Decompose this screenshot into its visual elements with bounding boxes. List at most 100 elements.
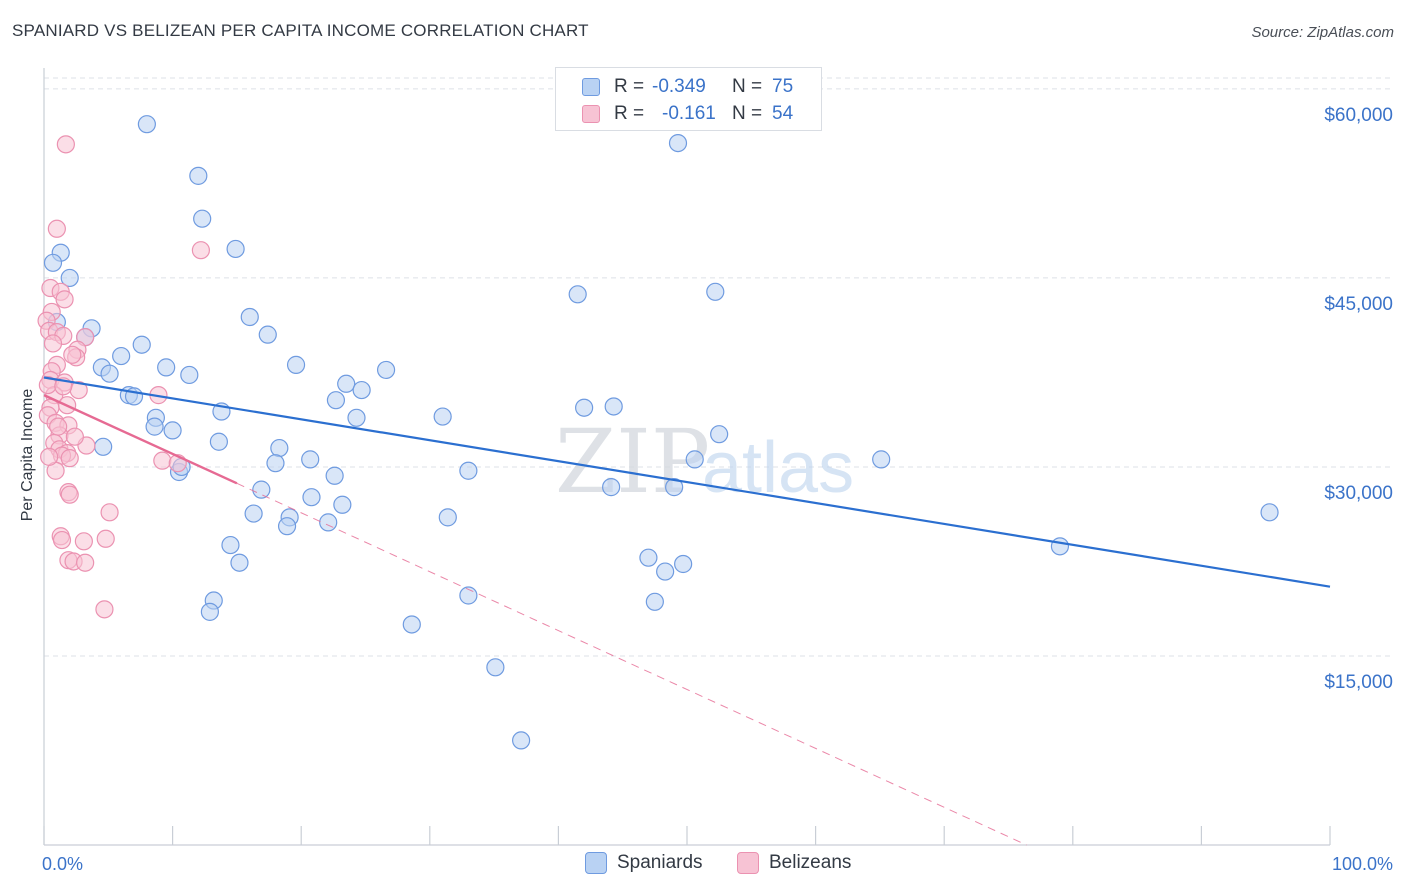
- series-belizeans: [37, 135, 210, 619]
- point-belizean: [65, 427, 84, 446]
- point-spaniard: [1050, 537, 1070, 556]
- point-spaniard: [706, 282, 725, 301]
- point-spaniard: [326, 391, 346, 410]
- point-spaniard: [277, 517, 297, 536]
- point-spaniard: [258, 325, 277, 344]
- point-spaniard: [137, 115, 156, 134]
- trend-line-belizeans-extension: [236, 482, 1027, 846]
- legend-item-spaniards[interactable]: Spaniards: [585, 852, 703, 874]
- y-tick-label: $45,000: [1324, 294, 1393, 315]
- point-belizean: [43, 334, 63, 353]
- point-belizean: [40, 447, 59, 466]
- trend-lines: [43, 376, 1331, 846]
- point-spaniard: [602, 478, 621, 497]
- point-spaniard: [347, 408, 366, 427]
- point-spaniard: [352, 380, 371, 400]
- chart-title: SPANIARD VS BELIZEAN PER CAPITA INCOME C…: [12, 21, 589, 40]
- legend-n-label: N =: [732, 103, 763, 124]
- point-belizean: [49, 417, 68, 436]
- point-spaniard: [200, 602, 219, 621]
- legend-label-spaniards: Spaniards: [617, 852, 703, 873]
- trend-line-belizeans: [43, 394, 238, 485]
- point-spaniard: [112, 346, 131, 366]
- point-belizean: [56, 135, 75, 154]
- point-spaniard: [319, 513, 338, 532]
- legend-item-belizeans[interactable]: Belizeans: [737, 852, 851, 874]
- point-spaniard: [568, 285, 587, 304]
- point-spaniard: [1260, 503, 1279, 522]
- x-tick-label: 0.0%: [42, 854, 83, 874]
- correlation-legend: R = -0.349 N = 75 R = -0.161 N = 54: [555, 67, 822, 131]
- point-spaniard: [685, 450, 704, 469]
- point-spaniard: [376, 360, 396, 380]
- point-spaniard: [656, 562, 675, 581]
- point-spaniard: [230, 553, 249, 572]
- point-spaniard: [286, 355, 306, 374]
- point-spaniard: [402, 615, 421, 634]
- point-spaniard: [221, 535, 240, 555]
- point-spaniard: [226, 239, 245, 259]
- legend-swatch-spaniards: [585, 852, 607, 874]
- series-spaniards: [43, 115, 1279, 750]
- point-spaniard: [301, 450, 320, 469]
- point-spaniard: [163, 421, 182, 440]
- point-spaniard: [433, 407, 452, 426]
- point-spaniard: [145, 417, 164, 436]
- point-spaniard: [710, 425, 729, 444]
- legend-r-label: R =: [614, 76, 645, 97]
- watermark-zip: ZIP: [555, 410, 710, 513]
- point-spaniard: [668, 133, 688, 153]
- point-spaniard: [674, 554, 693, 574]
- source-label: Source: ZipAtlas.com: [1251, 24, 1394, 41]
- point-spaniard: [270, 438, 289, 458]
- point-spaniard: [512, 731, 531, 750]
- legend-row-spaniards: R = -0.349 N = 75: [582, 76, 793, 98]
- point-spaniard: [438, 508, 457, 527]
- point-spaniard: [459, 461, 478, 480]
- legend-label-belizeans: Belizeans: [769, 852, 852, 873]
- point-spaniard: [132, 335, 151, 354]
- point-belizean: [55, 290, 74, 309]
- legend-row-belizeans: R = -0.161 N = 54: [582, 103, 793, 125]
- point-belizean: [191, 241, 210, 260]
- point-belizean: [47, 219, 66, 238]
- point-belizean: [60, 485, 79, 504]
- point-spaniard: [333, 495, 352, 514]
- point-spaniard: [604, 397, 623, 416]
- legend-swatch-spaniards: [582, 78, 600, 96]
- legend-r-value: -0.349: [652, 76, 706, 97]
- point-spaniard: [94, 437, 113, 456]
- legend-n-value: 75: [772, 76, 794, 97]
- legend-swatch-belizeans: [582, 105, 600, 123]
- point-spaniard: [872, 450, 891, 469]
- trend-line-spaniards: [43, 376, 1331, 588]
- legend-n-label: N =: [732, 76, 763, 97]
- tick-labels: $15,000 $30,000 $45,000 $60,000 0.0% 100.0%: [42, 105, 1393, 874]
- point-spaniard: [645, 592, 664, 611]
- watermark-atlas: atlas: [702, 428, 854, 508]
- legend-r-value: -0.161: [662, 103, 716, 124]
- point-spaniard: [100, 364, 119, 383]
- point-belizean: [60, 449, 79, 468]
- legend-swatch-belizeans: [737, 852, 759, 874]
- point-spaniard: [575, 398, 594, 417]
- legend-n-value: 54: [772, 103, 794, 124]
- series-legend: Spaniards Belizeans: [0, 852, 1406, 878]
- point-belizean: [76, 553, 95, 572]
- point-spaniard: [665, 478, 684, 497]
- point-belizean: [100, 503, 119, 522]
- point-spaniard: [43, 253, 63, 272]
- point-spaniard: [639, 548, 658, 567]
- point-spaniard: [252, 480, 271, 499]
- x-tick-label: 100.0%: [1332, 854, 1393, 874]
- point-spaniard: [325, 466, 344, 485]
- point-spaniard: [60, 268, 79, 288]
- point-spaniard: [266, 454, 285, 473]
- point-belizean: [52, 530, 72, 550]
- gridlines: [44, 77, 1393, 657]
- y-tick-label: $30,000: [1324, 483, 1393, 504]
- point-spaniard: [157, 358, 176, 377]
- point-belizean: [96, 529, 115, 548]
- watermark: ZIP atlas: [555, 410, 854, 513]
